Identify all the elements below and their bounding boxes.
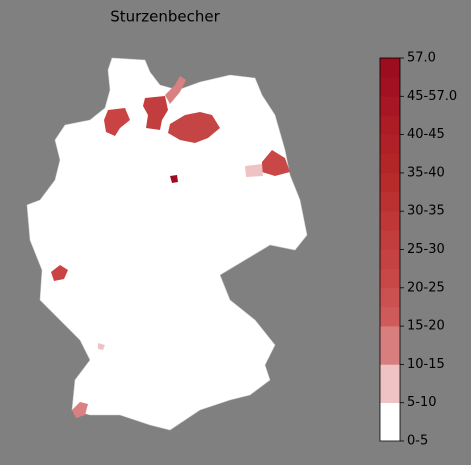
- colorbar-label: 10-15: [407, 357, 445, 372]
- colorbar-band: [380, 326, 400, 365]
- colorbar-band: [380, 192, 400, 212]
- colorbar-label: 5-10: [407, 395, 437, 410]
- colorbar-band: [380, 230, 400, 250]
- region: [165, 76, 186, 104]
- region: [104, 108, 130, 136]
- colorbar-band: [380, 96, 400, 116]
- region: [168, 112, 220, 143]
- colorbar-band: [380, 364, 400, 403]
- colorbar-label: 20-25: [407, 280, 445, 295]
- colorbar-band: [380, 58, 400, 78]
- region: [72, 402, 88, 418]
- colorbar-band: [380, 249, 400, 269]
- colorbar-band: [380, 77, 400, 97]
- region: [143, 96, 168, 130]
- colorbar-label: 35-40: [407, 165, 445, 180]
- colorbar-label: 0-5: [407, 434, 428, 449]
- colorbar-label: 40-45: [407, 127, 445, 142]
- colorbar-band: [380, 211, 400, 231]
- region: [98, 343, 105, 350]
- region: [262, 150, 290, 176]
- region: [245, 164, 263, 177]
- region: [170, 175, 178, 183]
- colorbar-band: [380, 402, 400, 442]
- colorbar-label: 45-57.0: [407, 89, 457, 104]
- colorbar-label: 15-20: [407, 319, 445, 334]
- colorbar-band: [380, 115, 400, 135]
- country-shape: [26, 57, 308, 431]
- map-title: Sturzenbecher: [110, 8, 220, 26]
- colorbar-band: [380, 172, 400, 193]
- colorbar-label: 30-35: [407, 204, 445, 219]
- germany-map: [26, 57, 308, 431]
- colorbar-band: [380, 153, 400, 174]
- colorbar-label: 25-30: [407, 242, 445, 257]
- colorbar-band: [380, 306, 400, 327]
- colorbar-band: [380, 287, 400, 308]
- region: [51, 265, 68, 281]
- colorbar-label: 57.0: [407, 51, 436, 66]
- colorbar-band: [380, 134, 400, 155]
- colorbar-band: [380, 268, 400, 289]
